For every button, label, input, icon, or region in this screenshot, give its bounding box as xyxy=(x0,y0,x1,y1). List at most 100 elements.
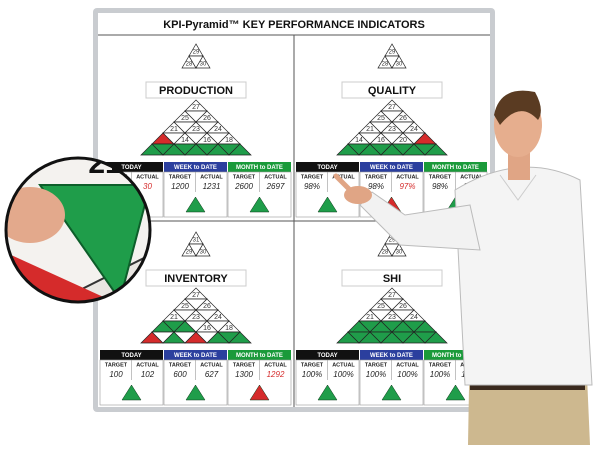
column-header xyxy=(228,350,291,360)
kpi-value: 98% xyxy=(368,182,384,191)
pyramid-number: 28 xyxy=(382,249,389,255)
kpi-value: 100% xyxy=(397,370,417,379)
kpi-value: 98% xyxy=(432,182,448,191)
column-header xyxy=(424,162,487,172)
pyramid-number: 23 xyxy=(192,314,200,321)
subheader: ACTUAL xyxy=(200,174,223,180)
pyramid-number: 31 xyxy=(193,237,200,243)
pyramid-number: 25 xyxy=(181,303,189,310)
pyramid-number: 23 xyxy=(192,126,200,133)
column-header-text: WEEK to DATE xyxy=(370,353,413,359)
column-header-text: TODAY xyxy=(121,165,141,171)
kpi-value: 627 xyxy=(205,370,219,379)
presenter xyxy=(333,90,593,445)
column-header-text: MONTH to DATE xyxy=(236,165,283,171)
pyramid-number: 26 xyxy=(203,303,211,310)
column-header xyxy=(100,350,163,360)
status-indicator xyxy=(249,196,270,213)
subheader: ACTUAL xyxy=(460,174,483,180)
kpi-value: 100% xyxy=(366,370,386,379)
pyramid-number: 21 xyxy=(366,126,374,133)
pyramid-number: 26 xyxy=(203,115,211,122)
kpi-value: 100 xyxy=(109,370,123,379)
column-header xyxy=(296,350,359,360)
board-title: KPI-Pyramid™ KEY PERFORMANCE INDICATORS xyxy=(163,19,425,31)
pyramid-number: 16 xyxy=(203,325,211,332)
kpi-value: 2697 xyxy=(266,182,285,191)
subheader: TARGET xyxy=(233,174,256,180)
pyramid-number: 30 xyxy=(396,61,403,67)
status-indicator xyxy=(317,196,338,213)
column-header xyxy=(228,162,291,172)
panel-name: PRODUCTION xyxy=(159,85,233,97)
inset: 21 xyxy=(6,158,150,302)
pyramid-number: 26 xyxy=(399,115,407,122)
pyramid-number: 16 xyxy=(377,137,385,144)
pyramid-number: 18 xyxy=(225,325,233,332)
column-header-text: WEEK to DATE xyxy=(174,165,217,171)
panels: 292830PRODUCTION272526212324141618TODAYT… xyxy=(99,43,488,406)
subheader: ACTUAL xyxy=(332,362,355,368)
column-header xyxy=(164,162,227,172)
subheader: TARGET xyxy=(169,174,192,180)
pyramid-number: 29 xyxy=(186,249,193,255)
column-header-text: WEEK to DATE xyxy=(370,165,413,171)
kpi-value: 1231 xyxy=(203,182,221,191)
subheader: ACTUAL xyxy=(396,174,419,180)
pyramid-cell xyxy=(391,55,407,69)
column-header-text: WEEK to DATE xyxy=(174,353,217,359)
subheader: ACTUAL xyxy=(264,362,287,368)
pyramid-number: 28 xyxy=(186,61,193,67)
kpi-value: 600 xyxy=(173,370,187,379)
pyramid-number: 27 xyxy=(192,292,200,299)
subheader: TARGET xyxy=(169,362,192,368)
pyramid-number: 30 xyxy=(200,249,207,255)
kpi-value: 100% xyxy=(430,370,450,379)
pyramid-number: 23 xyxy=(388,126,396,133)
pyramid-cell xyxy=(195,243,211,257)
subheader: TARGET xyxy=(301,362,324,368)
column-header-text: TODAY xyxy=(317,353,337,359)
subheader: TARGET xyxy=(429,362,452,368)
kpi-value: 1292 xyxy=(267,370,285,379)
subheader: TARGET xyxy=(301,174,324,180)
pyramid-cell xyxy=(228,143,252,156)
kpi-value: 98% xyxy=(304,182,320,191)
status-indicator xyxy=(445,384,466,401)
pyramid-number: 18 xyxy=(225,137,233,144)
pyramid-number: 29 xyxy=(389,237,396,243)
pyramid-number: 25 xyxy=(377,303,385,310)
pyramid-number: 24 xyxy=(410,126,418,133)
pyramid-number: 27 xyxy=(388,292,396,299)
pyramid-cell xyxy=(195,55,211,69)
panel-name: INVENTORY xyxy=(164,273,228,285)
kpi-value: 102 xyxy=(141,370,155,379)
pyramid-number: 29 xyxy=(389,49,396,55)
pyramid-number: 23 xyxy=(388,314,396,321)
panel-name: QUALITY xyxy=(368,85,417,97)
pyramid-number: 24 xyxy=(410,314,418,321)
pyramid-cell xyxy=(391,243,407,257)
panel-label-box xyxy=(341,81,443,99)
subheader: TARGET xyxy=(365,174,388,180)
pyramid-number: 14 xyxy=(355,137,363,144)
pyramid-cell xyxy=(424,143,448,156)
subheader: TARGET xyxy=(429,174,452,180)
column-header-text: MONTH to DATE xyxy=(432,165,479,171)
pyramid-number: 21 xyxy=(366,314,374,321)
pyramid-number: 21 xyxy=(170,314,178,321)
pyramid-number: 20 xyxy=(399,137,407,144)
subheader: ACTUAL xyxy=(396,362,419,368)
status-indicator xyxy=(249,384,270,401)
pyramid-number: 28 xyxy=(382,61,389,67)
subheader: ACTUAL xyxy=(136,362,159,368)
column-header xyxy=(424,350,487,360)
pyramid-number: 24 xyxy=(214,126,222,133)
kpi-value: 1300 xyxy=(235,370,253,379)
kpi-value: 30 xyxy=(143,182,152,191)
pyramid-number: 21 xyxy=(170,126,178,133)
pyramid-number: 26 xyxy=(399,303,407,310)
subheader: ACTUAL xyxy=(264,174,287,180)
